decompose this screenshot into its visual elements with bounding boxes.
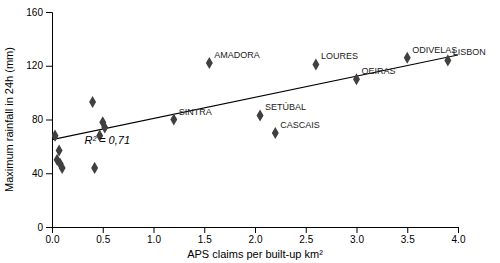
tick-mark (306, 227, 307, 233)
y-axis: 0 40 80 120 160 (26, 7, 52, 233)
tick-mark (458, 227, 459, 233)
tick-mark (154, 227, 155, 233)
point-label: CASCAIS (280, 120, 320, 130)
tick-label: 2.5 (299, 234, 313, 245)
tick-label: 4.0 (452, 234, 466, 245)
x-axis-line (53, 228, 459, 234)
tick-label: 2.0 (249, 234, 263, 245)
x-axis: 0.0 0.5 1.0 1.5 2.0 2.5 3.0 3.5 4.0 (46, 227, 466, 245)
tick: 3.0 (350, 227, 364, 245)
annotation: R² = 0,71 (84, 134, 130, 146)
point (353, 73, 360, 85)
tick-mark (46, 227, 52, 228)
point (52, 130, 59, 142)
point (444, 54, 451, 66)
tick-mark (46, 173, 52, 174)
annotations: R² = 0,71 (84, 134, 130, 146)
point-label: ODIVELAS (412, 45, 457, 55)
tick: 2.0 (249, 227, 263, 245)
y-axis-line (46, 13, 53, 228)
tick-label: 120 (26, 60, 43, 71)
point (89, 96, 96, 108)
point (101, 122, 108, 134)
point (272, 127, 279, 139)
point-label: OEIRAS (362, 66, 396, 76)
tick-mark (255, 227, 256, 233)
tick: 3.5 (401, 227, 415, 245)
tick-label: 160 (26, 7, 43, 18)
point-label: AMADORA (214, 50, 260, 60)
tick-mark (46, 12, 52, 13)
point (312, 58, 319, 70)
tick: 80 (32, 114, 52, 125)
point (59, 162, 66, 174)
tick: 160 (26, 7, 52, 18)
tick-mark (407, 227, 408, 233)
chart: 0.0 0.5 1.0 1.5 2.0 2.5 3.0 3.5 4.0 0 40 80 120 160 SI… (0, 0, 500, 263)
trendline (52, 55, 458, 140)
point (404, 52, 411, 64)
x-axis-title: APS claims per built-up km² (187, 248, 323, 260)
plot: 0.0 0.5 1.0 1.5 2.0 2.5 3.0 3.5 4.0 0 40 80 120 160 SI… (26, 7, 486, 245)
y-axis-title: Maximum rainfall in 24h (mm) (3, 47, 15, 192)
point (257, 109, 264, 121)
tick: 1.0 (147, 227, 161, 245)
point (56, 144, 63, 156)
tick-label: 3.5 (401, 234, 415, 245)
point-label: LOURES (321, 51, 358, 61)
tick-label: 1.5 (198, 234, 212, 245)
tick-label: 40 (32, 168, 44, 179)
point (170, 113, 177, 125)
tick-mark (46, 66, 52, 67)
tick: 0.0 (46, 227, 60, 245)
tick-mark (357, 227, 358, 233)
point-label: SETÚBAL (265, 102, 306, 112)
tick: 4.0 (452, 227, 466, 245)
tick: 2.5 (299, 227, 313, 245)
tick-label: 0.0 (46, 234, 60, 245)
point-labels: SINTRA AMADORA SETÚBAL CASCAIS LOURES OEIRAS O… (179, 45, 486, 130)
tick-label: 0.5 (96, 234, 110, 245)
tick-label: 0 (37, 222, 43, 233)
point (206, 57, 213, 69)
tick: 1.5 (198, 227, 212, 245)
point-label: SINTRA (179, 107, 212, 117)
tick-label: 80 (32, 114, 44, 125)
tick-mark (204, 227, 205, 233)
tick-label: 3.0 (350, 234, 364, 245)
marks (52, 52, 458, 174)
tick-mark (103, 227, 104, 233)
tick-mark (46, 120, 52, 121)
tick: 0.5 (96, 227, 110, 245)
point (91, 162, 98, 174)
tick: 120 (26, 60, 52, 71)
tick-label: 1.0 (147, 234, 161, 245)
tick: 40 (32, 168, 52, 179)
tick: 0 (37, 222, 52, 233)
point-label: LISBON (453, 47, 486, 57)
